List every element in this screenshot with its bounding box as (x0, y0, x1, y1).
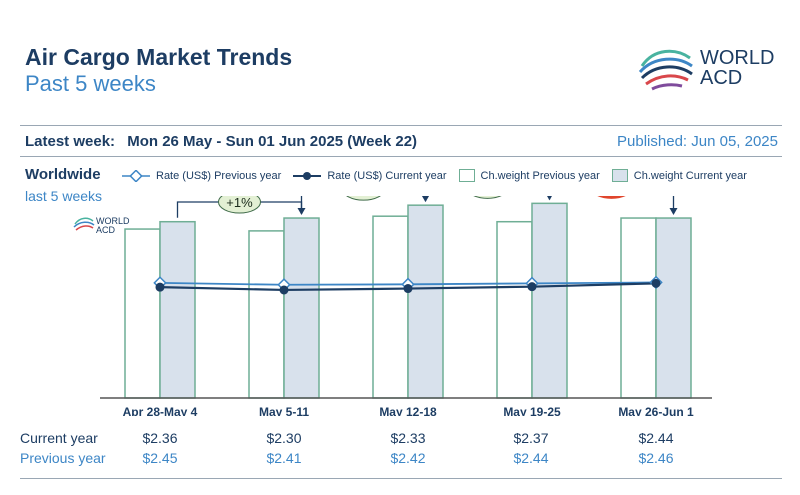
legend-rate-cur-icon (293, 171, 322, 180)
change-connector-2 (300, 196, 427, 215)
current-rate-4: $2.37 (513, 430, 549, 446)
latest-week: Latest week: Mon 26 May - Sun 01 Jun 202… (25, 133, 417, 150)
previous-rate-2: $2.41 (266, 450, 302, 466)
logo-text-world: WORLD (700, 47, 775, 69)
bar-weight-prev-4 (496, 220, 533, 399)
change-badge-1 (218, 196, 261, 214)
previous-rate-4: $2.44 (513, 450, 549, 466)
x-tick-label-2: May 5-11 (259, 405, 309, 416)
page-subtitle: Past 5 weeks (25, 71, 156, 96)
legend-weight-prev-swatch (458, 169, 475, 182)
change-badge-4 (597, 196, 626, 199)
published-date: Published: Jun 05, 2025 (617, 133, 778, 150)
x-tick-label-3: May 12-18 (379, 405, 437, 416)
latest-week-label: Latest week: (25, 133, 116, 150)
top-divider (20, 125, 782, 126)
legend-rate-cur: Rate (US$) Current year (293, 169, 447, 182)
legend-weight-cur-swatch (611, 169, 628, 182)
legend-weight-prev-label: Ch.weight Previous year (480, 169, 600, 182)
previous-rate-1: $2.45 (142, 450, 178, 466)
worldacd-logo: WORLD ACD (636, 44, 786, 94)
logo-text-acd: ACD (700, 67, 743, 89)
bar-weight-prev-5 (620, 217, 657, 399)
point-rate-cur-1 (155, 282, 165, 292)
bar-weight-prev-2 (248, 230, 285, 399)
point-rate-cur-4 (527, 282, 537, 292)
bar-weight-cur-2 (283, 217, 320, 399)
bar-weight-cur-4 (531, 202, 568, 399)
legend-weight-prev: Ch.weight Previous year (458, 169, 600, 182)
x-tick-label-4: May 19-25 (503, 405, 561, 416)
legend-rate-prev: Rate (US$) Previous year (122, 169, 282, 182)
legend-rate-prev-icon (122, 169, 150, 182)
chart-logo-text-world: WORLD (96, 216, 130, 226)
latest-week-value: Mon 26 May - Sun 01 Jun 2025 (Week 22) (127, 133, 418, 150)
change-arrowhead-4 (669, 208, 678, 216)
current-rate-2: $2.30 (266, 430, 302, 446)
page-title: Air Cargo Market Trends (25, 44, 293, 70)
legend-weight-cur: Ch.weight Current year (611, 169, 747, 182)
current-rate-1: $2.36 (142, 430, 178, 446)
chart-logo-arc-3 (75, 225, 94, 231)
change-badge-3 (473, 196, 502, 199)
chart-legend: Rate (US$) Previous year Rate (US$) Curr… (122, 169, 759, 182)
legend-weight-cur-label: Ch.weight Current year (633, 169, 747, 182)
legend-rate-cur-label: Rate (US$) Current year (327, 169, 447, 182)
legend-rate-prev-label: Rate (US$) Previous year (156, 169, 282, 182)
worldacd-logo-icon (638, 49, 693, 91)
bar-weight-cur-3 (407, 204, 444, 399)
bar-weight-cur-1 (159, 220, 196, 399)
mid-divider (20, 156, 782, 157)
chart-logo-arc-2 (73, 221, 95, 228)
change-connector-4 (548, 196, 675, 211)
bottom-divider (20, 478, 782, 479)
chart-logo-text-acd: ACD (96, 225, 116, 235)
previous-rate-3: $2.42 (390, 450, 426, 466)
point-rate-cur-2 (279, 285, 289, 295)
x-tick-label-5: May 26-Jun 1 (618, 405, 694, 416)
point-rate-cur-3 (403, 284, 413, 294)
current-rate-5: $2.44 (638, 430, 674, 446)
previous-year-label: Previous year (20, 450, 106, 466)
bar-weight-cur-5 (655, 217, 692, 399)
change-label-2: +7% (350, 196, 377, 197)
current-year-label: Current year (20, 430, 98, 446)
point-rate-cur-5 (651, 278, 661, 288)
bar-weight-prev-1 (124, 228, 161, 399)
change-badge-2 (346, 196, 381, 201)
chart-logo (73, 217, 95, 231)
bar-weight-prev-3 (372, 215, 409, 399)
chart-logo-arc-1 (74, 217, 94, 225)
current-rate-3: $2.33 (390, 430, 426, 446)
region-period: last 5 weeks (25, 188, 103, 204)
change-label-1: +1% (226, 196, 253, 210)
x-tick-label-1: Apr 28-May 4 (123, 405, 198, 416)
previous-rate-5: $2.46 (638, 450, 674, 466)
region-name: Worldwide (25, 166, 101, 183)
